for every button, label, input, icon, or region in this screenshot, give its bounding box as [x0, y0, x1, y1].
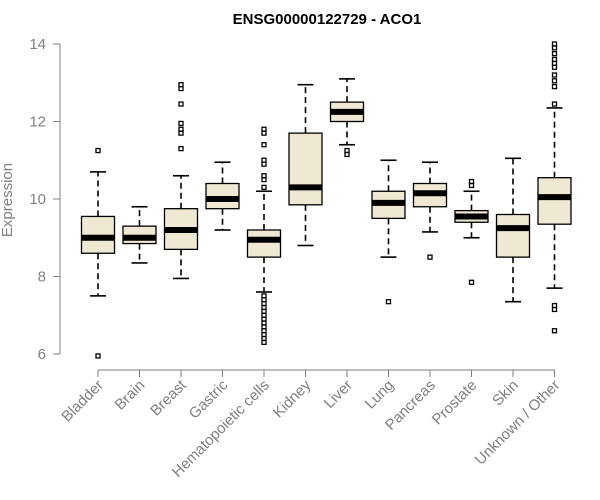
outlier-point	[95, 353, 101, 359]
chart-title: ENSG00000122729 - ACO1	[233, 11, 422, 28]
outlier-point	[261, 339, 267, 346]
outlier-point	[385, 299, 392, 305]
x-tick-label: Prostate	[429, 377, 481, 429]
box-gastric	[205, 161, 240, 231]
outlier-point	[261, 130, 267, 136]
outlier-point	[551, 51, 558, 57]
outlier-point	[178, 120, 184, 127]
outlier-point	[178, 130, 184, 136]
outlier-point	[427, 254, 433, 260]
outlier-point	[551, 72, 558, 78]
outlier-point	[178, 101, 184, 107]
axes: 6 8 10 12 14	[29, 36, 555, 377]
x-tick-label: Brain	[112, 377, 149, 414]
box-iqr	[246, 229, 282, 258]
outlier-point	[468, 182, 475, 189]
x-tick-label: Kidney	[270, 376, 315, 421]
x-tick-label: Liver	[321, 377, 356, 412]
box-brain	[122, 205, 157, 264]
outlier-point	[261, 161, 267, 167]
outlier-point	[551, 64, 558, 70]
y-tick-label: 14	[29, 36, 46, 53]
box-iqr	[495, 213, 531, 258]
y-tick-label: 6	[38, 346, 46, 363]
y-axis-label: Expression	[0, 163, 16, 237]
outlier-point	[261, 184, 267, 191]
box-skin	[495, 157, 531, 303]
x-tick-label: Lung	[362, 377, 398, 413]
outlier-point	[551, 101, 558, 107]
outlier-point	[178, 145, 184, 152]
boxes	[80, 41, 572, 359]
box-iqr	[288, 132, 323, 206]
box-liver	[329, 78, 365, 158]
box-iqr	[537, 177, 572, 225]
outlier-point	[344, 151, 350, 158]
x-tick-label: Bladder	[58, 377, 107, 426]
box-unknown-other	[537, 41, 572, 334]
outlier-point	[551, 306, 558, 313]
outlier-point	[551, 78, 558, 84]
outlier-point	[468, 279, 475, 285]
x-tick-label: Breast	[147, 376, 190, 419]
outlier-point	[261, 142, 267, 148]
outlier-point	[178, 85, 184, 92]
box-pancreas	[412, 161, 448, 260]
y-tick-label: 12	[29, 114, 46, 131]
outlier-point	[551, 83, 558, 90]
outlier-point	[95, 147, 101, 154]
box-lung	[371, 159, 406, 305]
y-tick-label: 8	[38, 269, 46, 286]
outlier-point	[261, 176, 267, 183]
y-tick-label: 10	[29, 191, 46, 208]
box-hematopoietic-cells	[246, 126, 282, 346]
box-prostate	[454, 178, 489, 285]
outlier-point	[551, 45, 558, 51]
box-bladder	[80, 147, 116, 359]
outlier-point	[551, 328, 558, 334]
x-tick-label: Skin	[489, 377, 522, 410]
box-breast	[163, 82, 199, 280]
box-kidney	[288, 83, 323, 247]
